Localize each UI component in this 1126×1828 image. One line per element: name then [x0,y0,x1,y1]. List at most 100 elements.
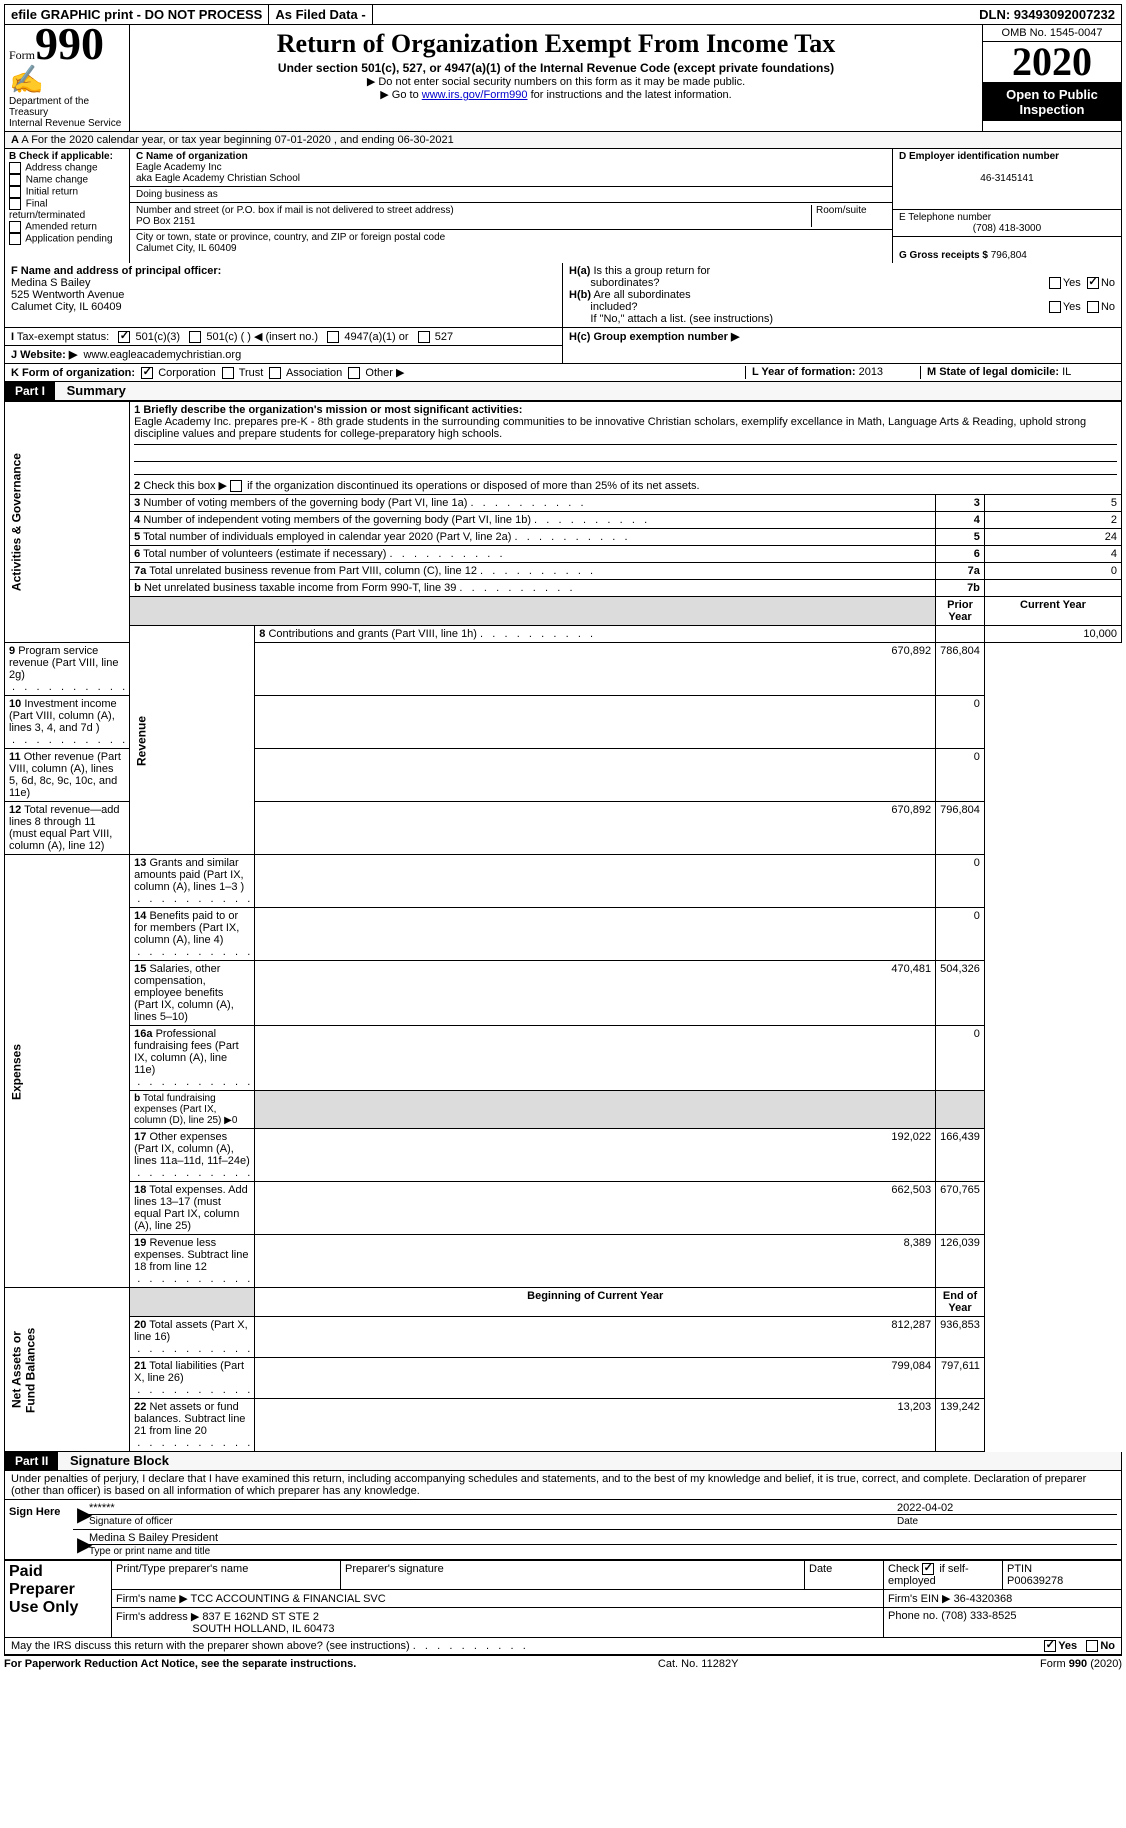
hdr-beginning-year: Beginning of Current Year [255,1288,936,1317]
form-label: Form [9,48,35,62]
i-4947[interactable] [327,331,339,343]
firm-addr2: SOUTH HOLLAND, IL 60473 [192,1623,334,1635]
phone-value: (708) 418-3000 [899,223,1115,234]
preparer-table: Paid Preparer Use Only Print/Type prepar… [4,1560,1122,1638]
addr-label: Number and street (or P.O. box if mail i… [136,205,454,216]
side-revenue: Revenue [130,626,255,855]
part-ii-header: Part II Signature Block [4,1452,1122,1471]
asfiled-label: As Filed Data - [269,5,372,24]
prep-h3: Date [805,1561,884,1590]
sign-here-label: Sign Here [5,1500,73,1559]
open-to-public: Open to Public Inspection [983,83,1121,121]
ha-no[interactable] [1087,277,1099,289]
k-trust[interactable] [222,367,234,379]
hb-no[interactable] [1087,301,1099,313]
j-label: J Website: ▶ [11,349,77,361]
org-aka: aka Eagle Academy Christian School [136,173,300,184]
signature-date-label: Date [897,1516,918,1527]
block-b-title: B Check if applicable: [9,151,113,162]
phone-label: E Telephone number [899,212,991,223]
ein-value: 46-3145141 [899,173,1115,184]
ptin-label: PTIN [1007,1563,1032,1575]
firm-addr1: 837 E 162ND ST STE 2 [202,1611,319,1623]
checkbox-application-pending[interactable] [9,233,21,245]
hc-label: H(c) Group exemption number ▶ [569,331,739,343]
firm-name-label: Firm's name ▶ [116,1593,188,1605]
checkbox-name-change[interactable] [9,174,21,186]
signature-date: 2022-04-02 [897,1502,953,1514]
m-value: IL [1062,366,1071,378]
m-label: M State of legal domicile: [927,366,1059,378]
side-governance: Activities & Governance [5,402,130,643]
checkbox-address-change[interactable] [9,162,21,174]
side-net-assets: Net Assets or Fund Balances [5,1288,130,1452]
i-527[interactable] [418,331,430,343]
preparer-title: Paid Preparer Use Only [5,1561,112,1638]
form-number: 990 [35,18,104,69]
room-label: Room/suite [816,205,867,216]
l-value: 2013 [859,366,883,378]
top-bar: efile GRAPHIC print - DO NOT PROCESS As … [4,4,1122,25]
c-name-label: C Name of organization [136,151,248,162]
side-expenses: Expenses [5,855,130,1288]
summary-table: Activities & Governance 1 Briefly descri… [4,401,1122,1452]
part-ii-label: Part II [5,1452,58,1470]
k-label: K Form of organization: [11,367,135,379]
part-ii-title: Signature Block [62,1451,177,1470]
firm-addr-label: Firm's address ▶ [116,1611,199,1623]
prep-phone-label: Phone no. [888,1610,938,1622]
i-501c[interactable] [189,331,201,343]
irs-link[interactable]: www.irs.gov/Form990 [422,89,528,101]
hdr-prior-year: Prior Year [936,597,985,626]
line1-label: 1 Briefly describe the organization's mi… [134,404,522,416]
page-footer: For Paperwork Reduction Act Notice, see … [4,1655,1122,1670]
checkbox-amended-return[interactable] [9,221,21,233]
firm-ein: 36-4320368 [954,1593,1013,1605]
discuss-no[interactable] [1086,1640,1098,1652]
ein-label: D Employer identification number [899,151,1059,162]
org-city: Calumet City, IL 60409 [136,243,237,254]
line2-checkbox[interactable] [230,480,242,492]
k-other[interactable] [348,367,360,379]
declaration-text: Under penalties of perjury, I declare th… [4,1471,1122,1500]
gross-receipts-label: G Gross receipts $ [899,250,988,261]
form-note-1: ▶ Do not enter social security numbers o… [136,75,976,88]
prep-h1: Print/Type preparer's name [112,1561,341,1590]
checkbox-initial-return[interactable] [9,186,21,198]
prep-phone: (708) 333-8525 [941,1610,1016,1622]
hb-note: If "No," attach a list. (see instruction… [590,313,773,325]
line1-text: Eagle Academy Inc. prepares pre-K - 8th … [134,416,1086,440]
form-subtitle: Under section 501(c), 527, or 4947(a)(1)… [136,61,976,75]
hb-yes[interactable] [1049,301,1061,313]
footer-center: Cat. No. 11282Y [356,1658,1040,1670]
hdr-end-year: End of Year [936,1288,985,1317]
dln: DLN: 93493092007232 [373,5,1121,24]
k-corporation[interactable] [141,367,153,379]
i-501c3[interactable] [118,331,130,343]
officer-addr1: 525 Wentworth Avenue [11,289,124,301]
part-i-title: Summary [59,381,134,400]
city-label: City or town, state or province, country… [136,232,445,243]
dba-label: Doing business as [136,189,218,200]
ha-yes[interactable] [1049,277,1061,289]
officer-addr2: Calumet City, IL 60409 [11,301,122,313]
gross-receipts-value: 796,804 [991,250,1027,261]
website-value: www.eagleacademychristian.org [83,349,241,361]
form-note-2: ▶ Go to www.irs.gov/Form990 for instruct… [136,88,976,101]
footer-left: For Paperwork Reduction Act Notice, see … [4,1658,356,1670]
prep-h2: Preparer's signature [341,1561,805,1590]
l-label: L Year of formation: [752,366,856,378]
checkbox-final-return[interactable] [9,198,21,210]
f-label: F Name and address of principal officer: [11,265,221,277]
discuss-yes[interactable] [1044,1640,1056,1652]
self-employed-checkbox[interactable] [922,1563,934,1575]
part-i-header: Part I Summary [4,382,1122,401]
k-association[interactable] [269,367,281,379]
form-title: Return of Organization Exempt From Incom… [136,29,976,59]
hdr-current-year: Current Year [984,597,1121,626]
officer-group-block: F Name and address of principal officer:… [4,263,1122,364]
org-name: Eagle Academy Inc [136,162,222,173]
part-i-label: Part I [5,382,55,400]
firm-name: TCC ACCOUNTING & FINANCIAL SVC [191,1593,386,1605]
identity-block: B Check if applicable: Address change Na… [4,149,1122,263]
